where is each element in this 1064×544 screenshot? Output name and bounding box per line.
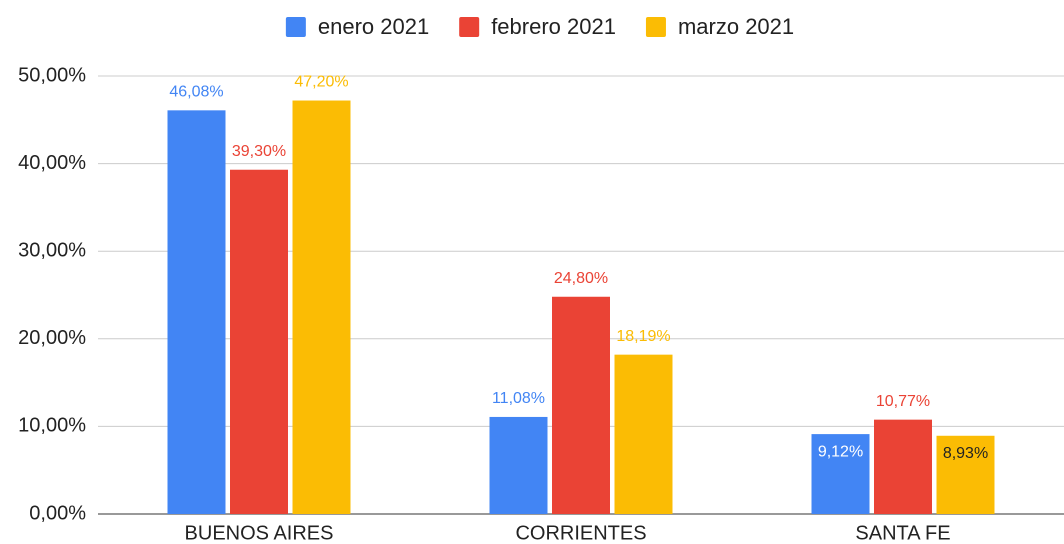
y-tick-label: 0,00% [29, 502, 86, 524]
data-label: 18,19% [616, 328, 670, 345]
legend-label: enero 2021 [318, 14, 429, 39]
data-label: 8,93% [943, 445, 988, 462]
y-tick-label: 20,00% [18, 327, 86, 349]
y-tick-label: 50,00% [18, 64, 86, 86]
bar [230, 169, 288, 514]
data-label: 24,80% [554, 270, 608, 287]
data-label: 47,20% [294, 74, 348, 91]
bar [874, 419, 932, 514]
bar [614, 354, 673, 514]
x-tick-label: BUENOS AIRES [185, 522, 334, 544]
bar [292, 100, 351, 514]
bar [811, 434, 870, 514]
x-tick-label: CORRIENTES [515, 522, 646, 544]
y-tick-label: 30,00% [18, 239, 86, 261]
bar [552, 296, 610, 514]
data-label: 11,08% [492, 390, 545, 407]
x-tick-label: SANTA FE [855, 522, 950, 544]
data-label: 10,77% [876, 393, 930, 410]
bar [936, 435, 995, 514]
legend-swatch [285, 17, 306, 37]
legend-swatch [459, 17, 480, 37]
data-label: 46,08% [169, 84, 223, 101]
bar [167, 110, 226, 514]
bar [489, 416, 548, 514]
legend-label: febrero 2021 [491, 14, 616, 39]
y-tick-label: 40,00% [18, 152, 86, 174]
legend-swatch [645, 17, 666, 37]
data-label: 9,12% [818, 443, 863, 460]
legend-label: marzo 2021 [678, 14, 794, 39]
data-label: 39,30% [232, 143, 286, 160]
y-tick-label: 10,00% [18, 415, 86, 437]
